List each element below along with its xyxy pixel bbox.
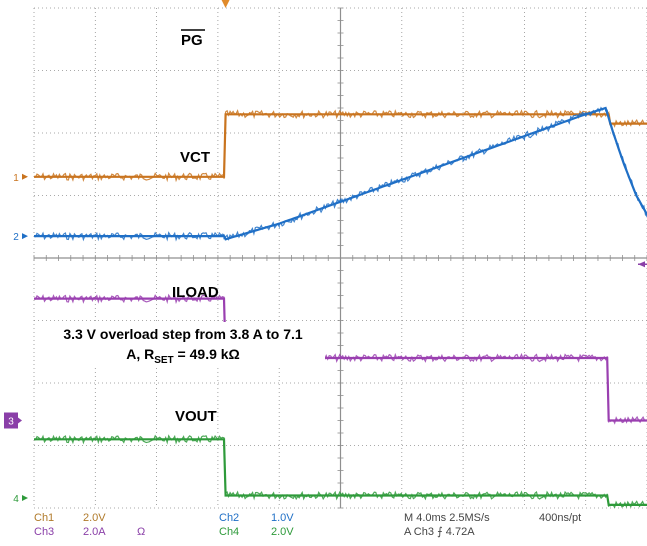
ch2-label: Ch2 (219, 512, 239, 524)
status-bar: Ch1 2.0V Ch3 2.0A Ω Ch2 1.0V Ch4 2.0V M … (34, 512, 581, 538)
series-iload (34, 293, 647, 425)
timebase-readout: M 4.0ms 2.5MS/s (404, 512, 490, 524)
trace-vout (34, 438, 647, 506)
ch3-marker-label: 3 (8, 417, 14, 428)
record-length-readout: 400ns/pt (539, 512, 581, 524)
ch3-unit: Ω (137, 526, 145, 538)
iload-label: ILOAD (172, 284, 219, 301)
ch1-label: Ch1 (34, 512, 54, 524)
ch3-marker-arrow (18, 417, 22, 424)
pg-label: PG (181, 32, 203, 49)
vct-label: VCT (180, 149, 210, 166)
trace-pg (34, 113, 647, 178)
ch4-label: Ch4 (219, 526, 239, 538)
ch2-marker-arrow (22, 233, 28, 240)
ch1-marker-arrow (22, 173, 28, 180)
caption-line-1: 3.3 V overload step from 3.8 A to 7.1 (63, 326, 303, 342)
trace-vct (34, 106, 647, 241)
trace-vout-noise (34, 434, 647, 508)
caption-box (40, 322, 325, 368)
traces (34, 106, 647, 508)
ch3-scale: 2.0A (83, 526, 106, 538)
ch2-marker-label: 2 (13, 232, 19, 243)
ch2-scale: 1.0V (271, 512, 294, 524)
trace-pg-noise (34, 109, 647, 183)
trigger-position-icon (221, 0, 230, 8)
vout-label: VOUT (175, 408, 217, 425)
graticule (33, 7, 647, 509)
ch4-scale: 2.0V (271, 526, 294, 538)
series-vct (34, 106, 647, 242)
series-vout (34, 434, 647, 508)
ch3-label: Ch3 (34, 526, 54, 538)
ch1-scale: 2.0V (83, 512, 106, 524)
channel-markers: 1 2 3 4 (4, 0, 647, 505)
ch4-marker-label: 4 (13, 494, 19, 505)
ch3-marker-icon (4, 412, 18, 429)
series-pg (34, 109, 647, 183)
trigger-readout: A Ch3 ⨍ 4.72A (404, 526, 475, 538)
trace-iload (34, 297, 647, 422)
caption-line-2: A, RSET = 49.9 kΩ (126, 346, 240, 366)
ch4-marker-arrow (22, 495, 28, 501)
ch1-marker-label: 1 (13, 173, 19, 184)
